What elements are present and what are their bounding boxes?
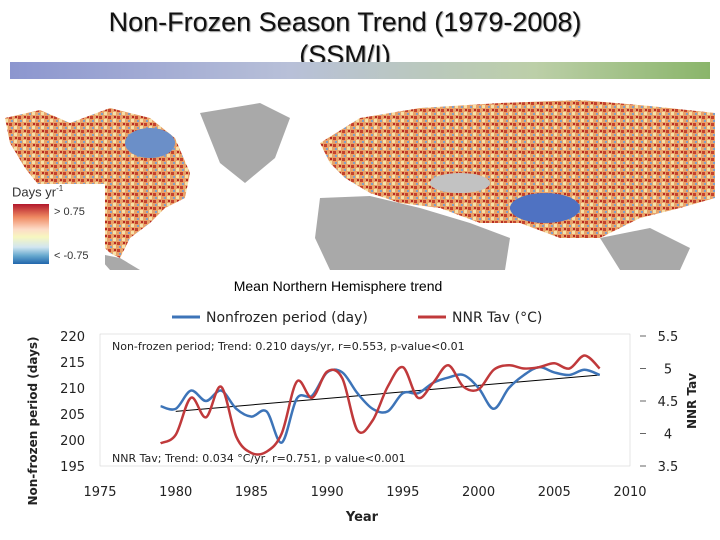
plot-area [99, 333, 631, 467]
legend-label-nnr: NNR Tav (°C) [452, 310, 542, 326]
series-line-nnr-tav [159, 354, 601, 456]
x-tick-label: 1985 [235, 485, 268, 500]
x-tick-label: 2000 [462, 485, 495, 500]
x-tick-label: 1990 [311, 485, 344, 500]
map-se-asia [600, 228, 690, 270]
y-right-tick-label: 4.5 [658, 395, 679, 410]
map-central-asia [430, 173, 490, 193]
legend-high-label: > 0.75 [54, 206, 85, 218]
x-tick-label: 1975 [83, 485, 116, 500]
series-lines [159, 354, 601, 456]
y-right-tick-label: 4 [664, 428, 672, 443]
x-tick-label: 1980 [159, 485, 192, 500]
y-right-tick-label: 3.5 [658, 460, 679, 475]
x-tick-labels: 1975 1980 1985 1990 1995 2000 2005 2010 [83, 485, 646, 500]
chart-heading: Mean Northern Hemisphere trend [233, 278, 443, 294]
y-left-tick-label: 220 [60, 330, 85, 345]
y-right-tick-label: 5 [664, 363, 672, 378]
y-left-axis-label: Non-frozen period (days) [26, 336, 40, 505]
y-right-axis-label: NNR Tav [685, 373, 699, 429]
map-tibet-decline [510, 193, 580, 223]
trend-map-image [5, 100, 715, 270]
annotation-bottom: NNR Tav; Trend: 0.034 °C/yr, r=0.751, p … [112, 452, 406, 465]
trend-map [0, 88, 720, 270]
y-left-tick-label: 215 [60, 356, 85, 371]
y-left-tick-label: 195 [60, 460, 85, 475]
legend-low-label: < -0.75 [54, 250, 89, 262]
y-left-tick-label: 205 [60, 408, 85, 423]
y-left-tick-labels: 195 200 205 210 215 220 [60, 330, 85, 475]
map-central-america [95, 253, 140, 270]
map-eurasia [320, 100, 715, 238]
legend-label-nonfrozen: Nonfrozen period (day) [206, 310, 368, 326]
map-legend: Days yr-1 > 0.75 < -0.75 [10, 184, 105, 270]
slide-title: Non-Frozen Season Trend (1979-2008) (SSM… [20, 6, 670, 72]
y-right-tick-labels: 3.5 4 4.5 5 5.5 [640, 330, 678, 475]
annotation-top: Non-frozen period; Trend: 0.210 days/yr,… [112, 340, 465, 353]
legend-title: Days yr-1 [12, 184, 64, 200]
trend-line-nonfrozen [175, 374, 600, 412]
y-left-tick-label: 210 [60, 382, 85, 397]
y-left-tick-label: 200 [60, 434, 85, 449]
x-tick-label: 2010 [613, 485, 646, 500]
y-right-tick-label: 5.5 [658, 330, 679, 345]
title-line-1: Non-Frozen Season Trend (1979-2008) [108, 7, 582, 37]
trend-chart: Nonfrozen period (day) NNR Tav (°C) Non-… [26, 310, 699, 525]
chart-legend: Nonfrozen period (day) NNR Tav (°C) [172, 310, 542, 326]
map-africa [315, 196, 510, 270]
series-line-nonfrozen [160, 365, 601, 444]
legend-color-bar [13, 204, 49, 264]
title-gradient-bar [10, 62, 710, 79]
x-axis-label: Year [345, 510, 379, 525]
x-tick-label: 2005 [538, 485, 571, 500]
map-canada-decline [125, 128, 175, 158]
map-greenland [200, 103, 290, 183]
x-tick-label: 1995 [386, 485, 419, 500]
